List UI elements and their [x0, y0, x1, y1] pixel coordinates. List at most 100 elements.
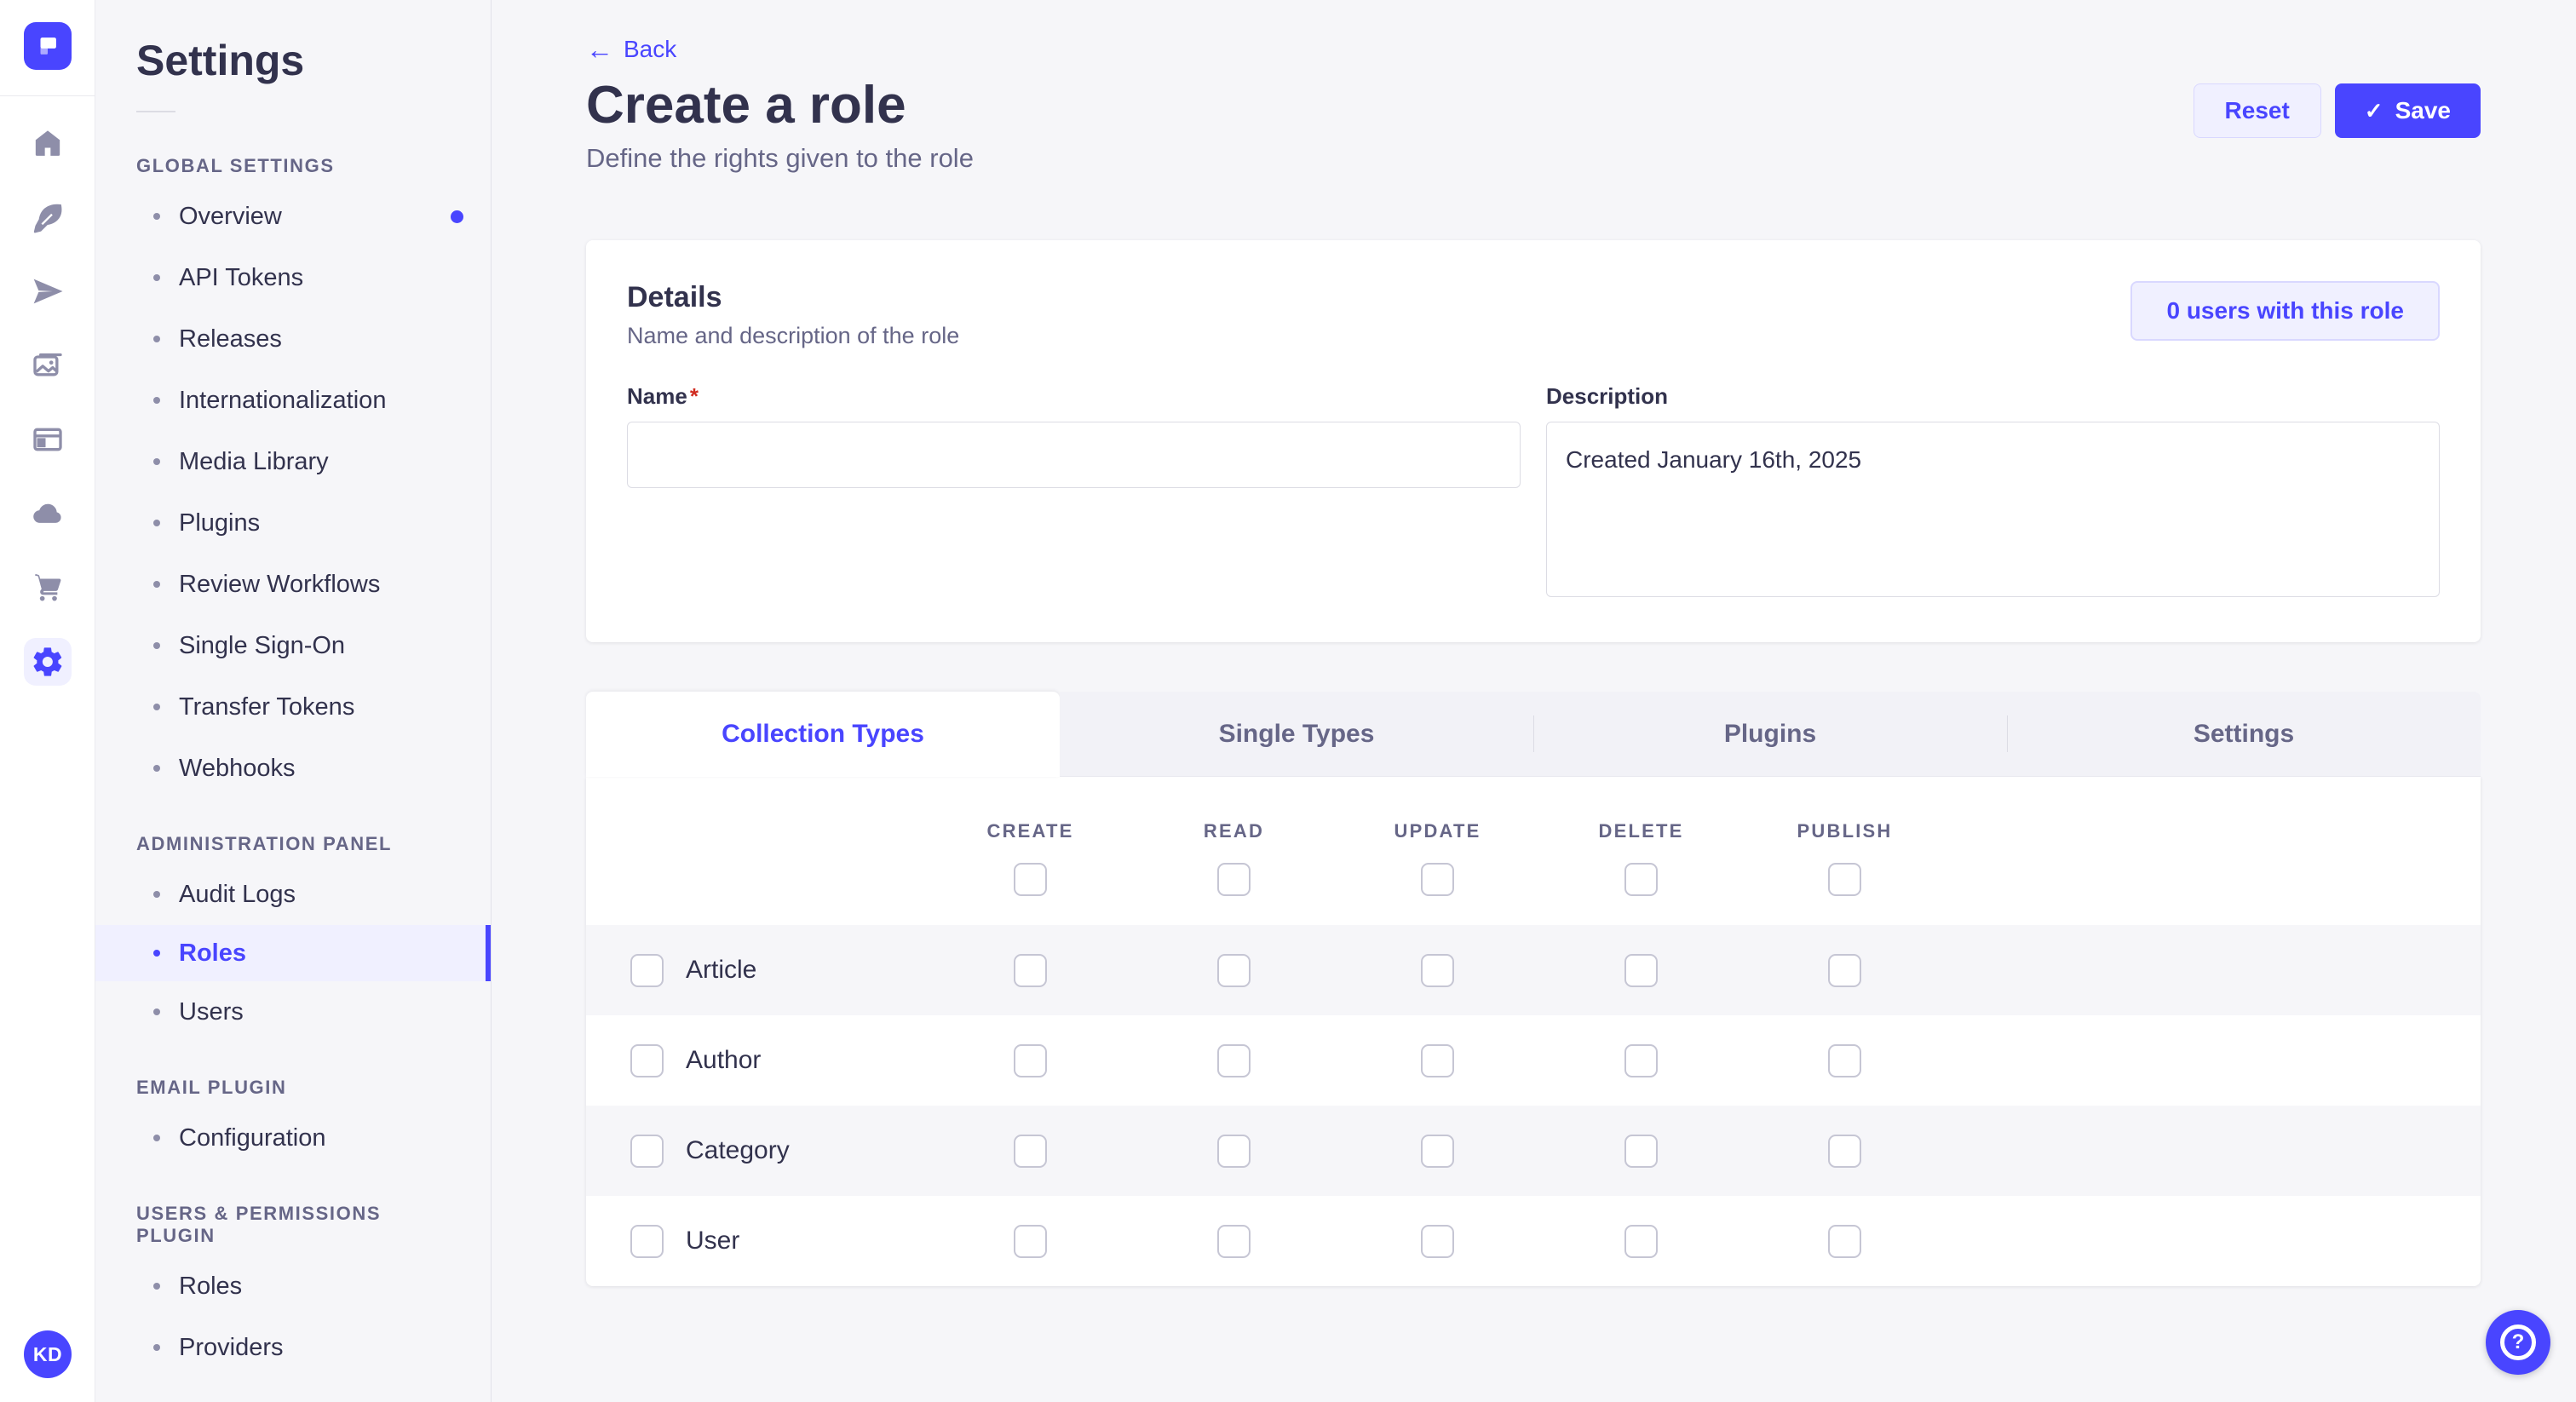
sidebar-item-plugins[interactable]: Plugins — [95, 492, 491, 554]
subnav-divider — [136, 111, 175, 112]
column-header-read: READ — [1204, 820, 1264, 842]
permissions-table: CREATE READ UPDATE DELETE PUBLISH — [586, 777, 2481, 1286]
required-asterisk: * — [690, 383, 699, 409]
details-card: Details Name and description of the role… — [586, 240, 2481, 642]
checkbox-category-read[interactable] — [1217, 1135, 1251, 1168]
bullet-icon — [153, 1135, 160, 1141]
settings-subnav: Settings GLOBAL SETTINGS Overview API To… — [95, 0, 492, 1402]
checkbox-user-update[interactable] — [1421, 1225, 1454, 1258]
role-description-textarea[interactable]: Created January 16th, 2025 — [1546, 422, 2440, 597]
sidebar-item-transfer-tokens[interactable]: Transfer Tokens — [95, 676, 491, 738]
user-avatar[interactable]: KD — [24, 1330, 72, 1378]
checkbox-category-delete[interactable] — [1624, 1135, 1658, 1168]
strapi-logo[interactable] — [24, 22, 72, 70]
page-title: Create a role — [586, 77, 974, 135]
settings-icon[interactable] — [24, 638, 72, 686]
sidebar-item-configuration[interactable]: Configuration — [95, 1107, 491, 1169]
checkbox-category-create[interactable] — [1014, 1135, 1047, 1168]
sidebar-item-users[interactable]: Users — [95, 981, 491, 1043]
checkbox-category-update[interactable] — [1421, 1135, 1454, 1168]
sidebar-item-single-sign-on[interactable]: Single Sign-On — [95, 615, 491, 676]
checkbox-select-all-delete[interactable] — [1624, 863, 1658, 896]
permissions-section: Collection Types Single Types Plugins Se… — [586, 692, 2481, 1286]
back-link[interactable]: ← Back — [586, 36, 676, 63]
bullet-icon — [153, 458, 160, 465]
sidebar-item-label: Review Workflows — [179, 571, 380, 599]
bullet-icon — [153, 704, 160, 710]
checkbox-user-publish[interactable] — [1828, 1225, 1861, 1258]
checkbox-article-publish[interactable] — [1828, 954, 1861, 987]
page-subtitle: Define the rights given to the role — [586, 143, 974, 174]
sidebar-item-label: Internationalization — [179, 387, 386, 415]
checkbox-author-create[interactable] — [1014, 1044, 1047, 1077]
sidebar-item-roles-admin[interactable]: Roles — [95, 925, 491, 981]
checkbox-user-delete[interactable] — [1624, 1225, 1658, 1258]
bullet-icon — [153, 1283, 160, 1290]
checkbox-article-all[interactable] — [630, 954, 664, 987]
sidebar-item-review-workflows[interactable]: Review Workflows — [95, 554, 491, 615]
help-button[interactable]: ? — [2486, 1310, 2550, 1375]
sidebar-item-releases[interactable]: Releases — [95, 308, 491, 370]
reset-button[interactable]: Reset — [2194, 83, 2321, 138]
checkbox-author-update[interactable] — [1421, 1044, 1454, 1077]
checkbox-select-all-read[interactable] — [1217, 863, 1251, 896]
checkbox-select-all-create[interactable] — [1014, 863, 1047, 896]
checkbox-user-read[interactable] — [1217, 1225, 1251, 1258]
save-button[interactable]: ✓ Save — [2335, 83, 2481, 138]
bullet-icon — [153, 213, 160, 220]
home-icon[interactable] — [24, 119, 72, 167]
checkbox-user-all[interactable] — [630, 1225, 664, 1258]
cloud-icon[interactable] — [24, 490, 72, 537]
content-type-builder-icon[interactable] — [24, 416, 72, 463]
checkbox-select-all-update[interactable] — [1421, 863, 1454, 896]
checkbox-select-all-publish[interactable] — [1828, 863, 1861, 896]
sidebar-item-label: Webhooks — [179, 755, 296, 783]
sidebar-item-label: Audit Logs — [179, 881, 296, 909]
checkbox-author-delete[interactable] — [1624, 1044, 1658, 1077]
section-label-global-settings: GLOBAL SETTINGS — [136, 155, 450, 177]
tab-plugins[interactable]: Plugins — [1533, 692, 2007, 777]
checkbox-author-all[interactable] — [630, 1044, 664, 1077]
sidebar-item-webhooks[interactable]: Webhooks — [95, 738, 491, 799]
section-label-users-permissions-plugin: USERS & PERMISSIONS PLUGIN — [136, 1203, 450, 1247]
bullet-icon — [153, 1008, 160, 1015]
back-label: Back — [624, 36, 676, 63]
bullet-icon — [153, 274, 160, 281]
checkbox-article-delete[interactable] — [1624, 954, 1658, 987]
sidebar-item-overview[interactable]: Overview — [95, 186, 491, 247]
marketplace-icon[interactable] — [24, 564, 72, 612]
deployments-icon[interactable] — [24, 267, 72, 315]
sidebar-item-label: Releases — [179, 325, 282, 353]
rail-divider — [0, 95, 95, 96]
tab-single-types[interactable]: Single Types — [1060, 692, 1533, 777]
sidebar-item-label: Roles — [179, 1273, 242, 1301]
checkbox-user-create[interactable] — [1014, 1225, 1047, 1258]
bullet-icon — [153, 765, 160, 772]
sidebar-item-internationalization[interactable]: Internationalization — [95, 370, 491, 431]
content-manager-icon[interactable] — [24, 193, 72, 241]
bullet-icon — [153, 1344, 160, 1351]
row-label: Article — [686, 956, 756, 985]
checkbox-category-publish[interactable] — [1828, 1135, 1861, 1168]
users-with-role-button[interactable]: 0 users with this role — [2130, 281, 2440, 341]
sidebar-item-api-tokens[interactable]: API Tokens — [95, 247, 491, 308]
tab-settings[interactable]: Settings — [2007, 692, 2481, 777]
checkbox-category-all[interactable] — [630, 1135, 664, 1168]
media-library-icon[interactable] — [24, 342, 72, 389]
arrow-left-icon: ← — [586, 36, 613, 63]
name-label: Name* — [627, 383, 1521, 410]
table-row-category: Category — [586, 1106, 2481, 1196]
sidebar-item-audit-logs[interactable]: Audit Logs — [95, 864, 491, 925]
checkbox-article-create[interactable] — [1014, 954, 1047, 987]
sidebar-item-providers[interactable]: Providers — [95, 1317, 491, 1378]
sidebar-item-roles-up[interactable]: Roles — [95, 1255, 491, 1317]
sidebar-item-media-library[interactable]: Media Library — [95, 431, 491, 492]
main-content: ← Back Create a role Define the rights g… — [492, 0, 2576, 1402]
checkbox-author-read[interactable] — [1217, 1044, 1251, 1077]
tab-collection-types[interactable]: Collection Types — [586, 692, 1060, 777]
checkbox-article-read[interactable] — [1217, 954, 1251, 987]
role-name-input[interactable] — [627, 422, 1521, 488]
checkbox-article-update[interactable] — [1421, 954, 1454, 987]
checkbox-author-publish[interactable] — [1828, 1044, 1861, 1077]
column-header-update: UPDATE — [1394, 820, 1481, 842]
